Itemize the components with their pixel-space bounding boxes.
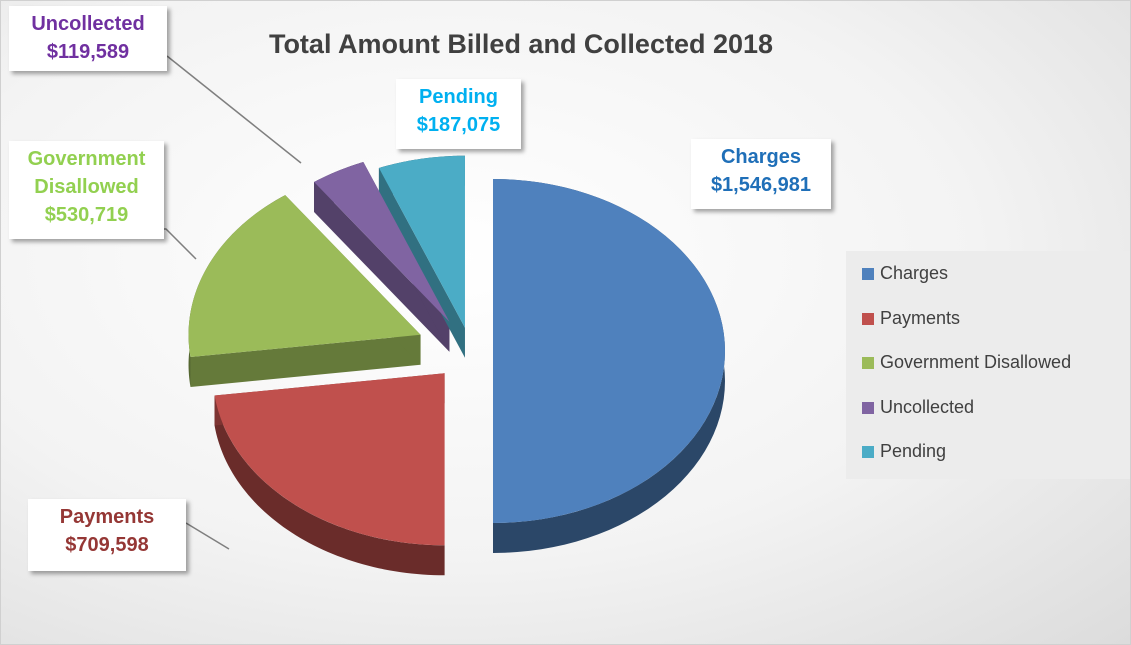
data-label: Payments $709,598 bbox=[28, 499, 186, 571]
legend-item: Charges bbox=[862, 263, 948, 284]
leader-line bbox=[185, 522, 230, 550]
data-label-name: Charges bbox=[720, 146, 802, 168]
data-label-name: Uncollected bbox=[31, 13, 145, 35]
legend: Charges Payments Government Disallowed Unco… bbox=[846, 251, 1130, 479]
chart-title: Total Amount Billed and Collected 2018 bbox=[268, 29, 774, 59]
slice-side-face bbox=[190, 334, 421, 388]
legend-item: Government Disallowed bbox=[862, 352, 1071, 373]
legend-swatch bbox=[862, 401, 874, 414]
legend-label: Payments bbox=[880, 307, 961, 328]
legend-item: Payments bbox=[862, 308, 960, 329]
leader-line bbox=[166, 55, 302, 164]
slice-side-arc bbox=[214, 395, 445, 576]
legend-swatch bbox=[862, 268, 874, 280]
data-label: Charges $1,546,981 bbox=[691, 139, 831, 209]
legend-label: Charges bbox=[880, 263, 949, 283]
slice-side-face bbox=[314, 182, 450, 352]
data-label-name: Government Disallowed bbox=[27, 148, 146, 198]
data-label-name: Pending bbox=[419, 86, 498, 108]
legend-label: Government Disallowed bbox=[880, 352, 1072, 372]
legend-label: Pending bbox=[880, 441, 947, 461]
legend-item: Uncollected bbox=[862, 397, 974, 418]
slice-side-face bbox=[378, 167, 465, 358]
data-label: Uncollected $119,589 bbox=[9, 6, 167, 71]
pie-slice bbox=[214, 373, 445, 546]
pie-slice bbox=[314, 162, 450, 322]
legend-item: Pending bbox=[862, 441, 946, 462]
legend-swatch bbox=[862, 357, 874, 369]
data-label-value: $530,719 bbox=[44, 204, 129, 226]
data-label-value: $709,598 bbox=[65, 534, 149, 556]
data-label-value: $187,075 bbox=[416, 114, 501, 136]
data-label-value: $119,589 bbox=[46, 41, 130, 63]
pie-slice bbox=[493, 179, 725, 523]
data-label: Pending $187,075 bbox=[396, 79, 521, 149]
pie-slice bbox=[188, 195, 421, 358]
data-label-value: $1,546,981 bbox=[710, 174, 812, 196]
data-label-name: Payments bbox=[59, 506, 155, 528]
legend-swatch bbox=[862, 312, 874, 325]
legend-label: Uncollected bbox=[880, 396, 975, 417]
legend-swatch bbox=[862, 446, 874, 458]
pie-slice bbox=[378, 155, 465, 328]
data-label: Government Disallowed $530,719 bbox=[9, 141, 164, 239]
